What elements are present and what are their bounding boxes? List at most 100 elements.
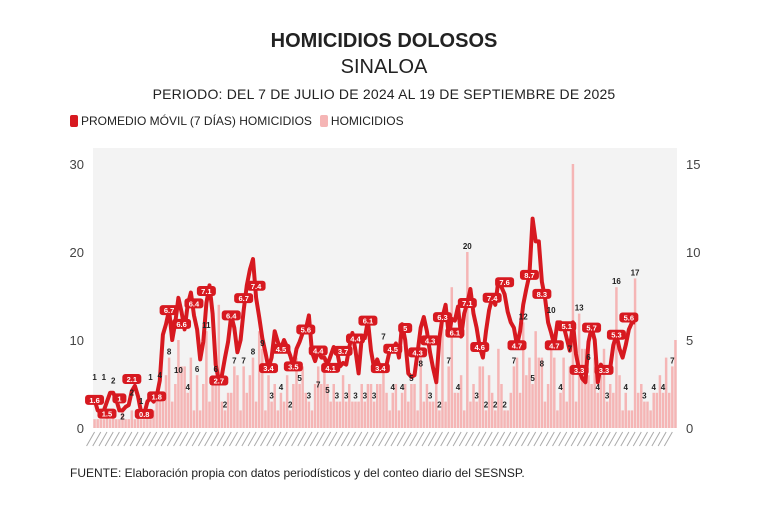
homicide-bar [124,419,127,428]
x-tick-label-date [651,431,661,447]
ma-data-label: 4.7 [549,341,559,350]
bar-data-label: 3 [605,392,610,401]
homicide-bar [257,331,261,428]
homicide-bar [462,410,466,428]
ma-label-bg [569,364,589,375]
homicide-bar [285,375,289,428]
homicide-bar [279,392,283,428]
homicide-bar [525,375,528,428]
bar-data-label: 6 [586,353,591,362]
ma-data-label: 4.6 [475,343,485,352]
ma-label-bg [470,342,490,353]
homicide-bar [466,252,469,428]
ma-data-label: 4.5 [388,345,398,354]
bar-data-label: 16 [612,277,621,286]
homicide-bar [450,287,454,428]
ma-data-label: 7.1 [201,287,211,296]
chart-period: PERIODO: DEL 7 DE JULIO DE 2024 AL 19 DE… [152,86,616,102]
homicide-bar [357,401,360,428]
homicide-bar [329,401,332,428]
plot-area [93,148,677,428]
homicide-bar [571,164,575,428]
homicide-bar [565,401,568,428]
bar-data-label: 3 [335,392,340,401]
homicide-bar [248,375,252,428]
x-tick-label-date [483,431,493,447]
bar-data-label: 1 [148,373,153,382]
x-tick-label-date [291,431,301,447]
ma-label-bg [345,333,365,344]
x-tick-label-date [117,431,127,447]
x-tick-label-date [347,431,356,447]
homicide-bar [121,410,124,428]
homicide-bar [674,340,677,428]
ma-data-label: 8.7 [524,271,534,280]
homicide-bar [195,375,199,428]
x-tick-label-date [645,431,655,447]
x-tick-label-date [477,431,487,447]
homicide-bar [198,410,202,428]
homicide-bar [192,410,196,428]
ma-label-bg [445,327,465,338]
homicide-bar [475,401,478,428]
homicide-bar [338,401,342,428]
homicide-bar [602,348,606,428]
bar-data-label: 20 [463,242,472,251]
legend-item-homicides[interactable]: HOMICIDIOS [319,114,404,128]
ma-label-bg [606,329,626,340]
bar-data-label: 1 [92,373,97,382]
ma-data-label: 4.7 [512,341,522,350]
ma-data-label: 4.5 [276,345,286,354]
x-tick-label-date [359,431,369,447]
bar-data-label: 10 [174,366,183,375]
homicide-bar [167,357,171,428]
x-tick-label-date [589,431,599,447]
homicide-bar [515,357,519,428]
homicide-bar [540,357,544,428]
ma-data-label: 7.4 [487,294,498,303]
x-tick-label-date [241,431,251,447]
bar-data-label: 2 [120,412,125,421]
homicide-bar [587,375,590,428]
homicide-bar [341,375,345,428]
homicide-bar [375,384,379,428]
ma-label-bg [184,298,204,309]
homicide-bar [546,384,550,428]
bar-data-label: 1 [139,397,144,406]
bar-data-label: 4 [624,383,629,392]
x-tick-label-date [626,431,636,447]
homicide-bar [562,357,565,428]
homicide-bar [438,410,441,428]
bar-data-label: 5 [325,386,330,395]
legend-item-moving-average[interactable]: PROMEDIO MÓVIL (7 DÍAS) HOMICIDIOS [70,114,312,128]
homicide-bar [164,375,168,428]
ma-label-bg [532,288,552,299]
ma-data-label: 7.6 [499,278,509,287]
homicide-bar [534,331,537,428]
homicide-bar [298,384,301,428]
x-tick-label-date [521,431,530,447]
ma-label-bg [383,343,403,354]
homicide-bar [115,419,118,428]
x-tick-label-date [272,431,282,447]
homicide-bar [391,392,395,428]
x-tick-label-date [266,431,276,447]
homicide-bar [335,401,339,428]
x-tick-label-date [110,431,120,447]
ma-data-label: 3.5 [288,362,298,371]
ma-label-bg [507,340,527,351]
homicide-bar [313,384,317,428]
homicide-bar [99,419,103,428]
ma-label-bg [519,269,539,280]
homicide-bar [397,410,401,428]
homicide-bar [139,419,143,428]
homicide-bar [170,401,174,428]
x-tick-label-date [303,431,313,447]
ma-label-bg [209,375,229,386]
homicide-bar [136,410,140,428]
ma-label-bg [259,363,279,374]
homicide-bar [478,366,481,428]
homicide-bar [96,419,99,428]
bar-data-label: 7 [670,356,675,365]
bar-data-label: 3 [307,392,312,401]
